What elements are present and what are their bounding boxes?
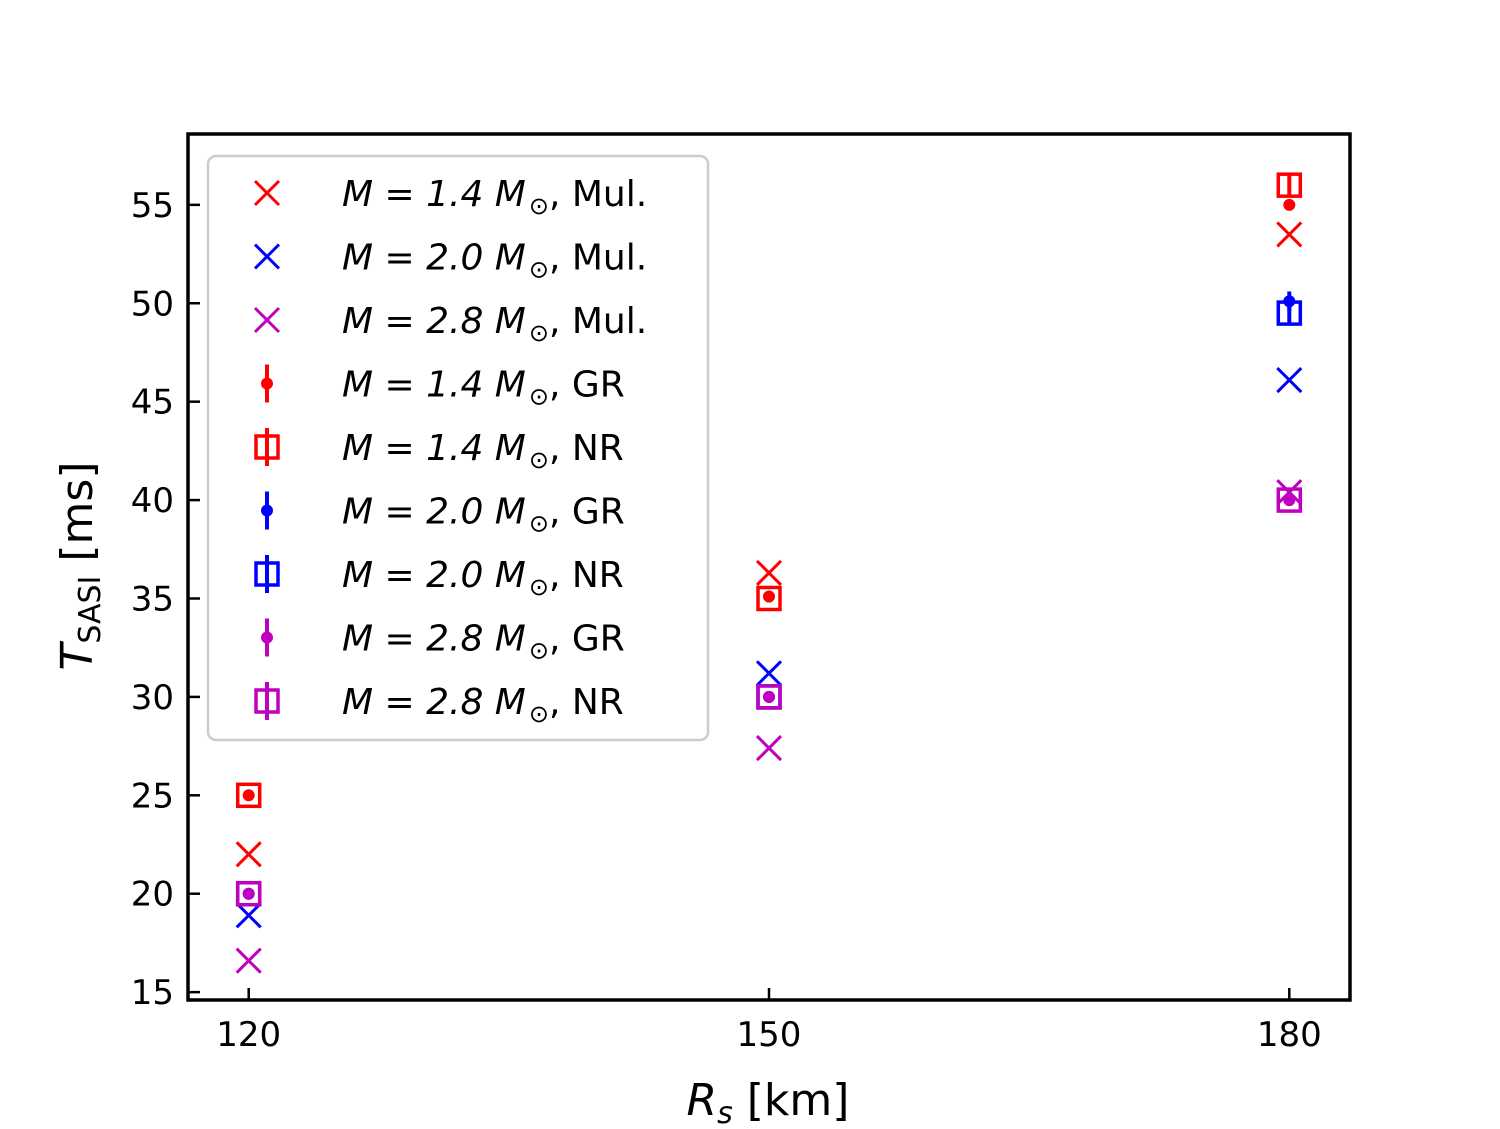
legend-label: M = 2.8 M ⊙, NR <box>342 682 624 728</box>
data-point <box>1276 366 1303 394</box>
data-point <box>756 684 782 710</box>
y-tick-label: 55 <box>131 186 174 226</box>
series-1 <box>235 366 1303 929</box>
legend-marker <box>254 555 280 593</box>
axis-ticks: 120 150 180 15 20 25 30 35 40 45 50 55 <box>131 186 1322 1055</box>
y-axis-subscript: SASI <box>73 576 108 644</box>
legend-marker <box>253 243 281 270</box>
data-point <box>1276 300 1303 326</box>
y-tick-label: 40 <box>131 481 174 521</box>
legend-marker <box>261 364 273 403</box>
legend-label: M = 2.8 M ⊙, Mul. <box>342 301 647 347</box>
legend: M = 1.4 M ⊙, Mul. M = 2.0 M ⊙, Mul. M = 2.8 … <box>206 154 710 742</box>
x-axis-title: Rs [km] <box>687 1075 850 1125</box>
data-point <box>235 947 262 974</box>
y-axis-title: TSASI [ms] <box>52 461 108 670</box>
x-tick-label: 120 <box>216 1015 281 1055</box>
y-tick-label: 30 <box>131 678 174 718</box>
series-0 <box>235 221 1303 868</box>
data-point <box>755 735 783 762</box>
y-tick-label: 20 <box>131 875 174 915</box>
y-tick-label: 15 <box>131 973 174 1013</box>
y-tick-label: 45 <box>131 383 174 423</box>
series-4 <box>235 172 1303 809</box>
data-point <box>756 585 782 612</box>
y-tick-label: 50 <box>131 284 174 324</box>
legend-marker <box>254 682 280 720</box>
legend-label: M = 1.4 M ⊙, Mul. <box>342 174 647 220</box>
x-tick-label: 180 <box>1257 1015 1322 1055</box>
data-point <box>235 782 262 809</box>
legend-marker <box>253 179 281 207</box>
legend-label: M = 1.4 M ⊙, GR <box>342 365 625 411</box>
data-point <box>755 660 783 687</box>
legend-label: M = 2.8 M ⊙, GR <box>342 619 625 665</box>
y-tick-label: 35 <box>131 579 174 619</box>
legend-label: M = 2.0 M ⊙, NR <box>342 555 624 601</box>
x-tick-label: 150 <box>737 1015 802 1055</box>
x-axis-symbol: R <box>687 1075 718 1125</box>
data-point <box>1276 487 1303 513</box>
data-point <box>1276 221 1303 248</box>
data-point <box>235 841 262 868</box>
legend-label: M = 1.4 M ⊙, NR <box>342 428 624 474</box>
legend-marker <box>261 491 273 530</box>
series-2 <box>235 479 1303 974</box>
series-8 <box>235 487 1303 907</box>
legend-marker <box>253 306 281 334</box>
x-axis-subscript: s <box>717 1096 733 1125</box>
data-point <box>755 559 783 586</box>
legend-marker <box>261 618 273 657</box>
data-point <box>235 880 262 907</box>
legend-marker <box>254 428 280 466</box>
y-axis-unit: [ms] <box>52 461 103 575</box>
y-axis-symbol: T <box>52 641 103 671</box>
data-point <box>1276 172 1303 198</box>
legend-label: M = 2.0 M ⊙, GR <box>342 492 625 538</box>
x-axis-unit: [km] <box>733 1075 850 1125</box>
data-point <box>1283 198 1296 211</box>
data-point <box>1276 479 1303 506</box>
y-tick-label: 25 <box>131 776 174 816</box>
data-marks <box>235 172 1303 974</box>
legend-label: M = 2.0 M ⊙, Mul. <box>342 238 647 284</box>
data-point <box>235 902 262 929</box>
legend-box <box>206 154 710 742</box>
